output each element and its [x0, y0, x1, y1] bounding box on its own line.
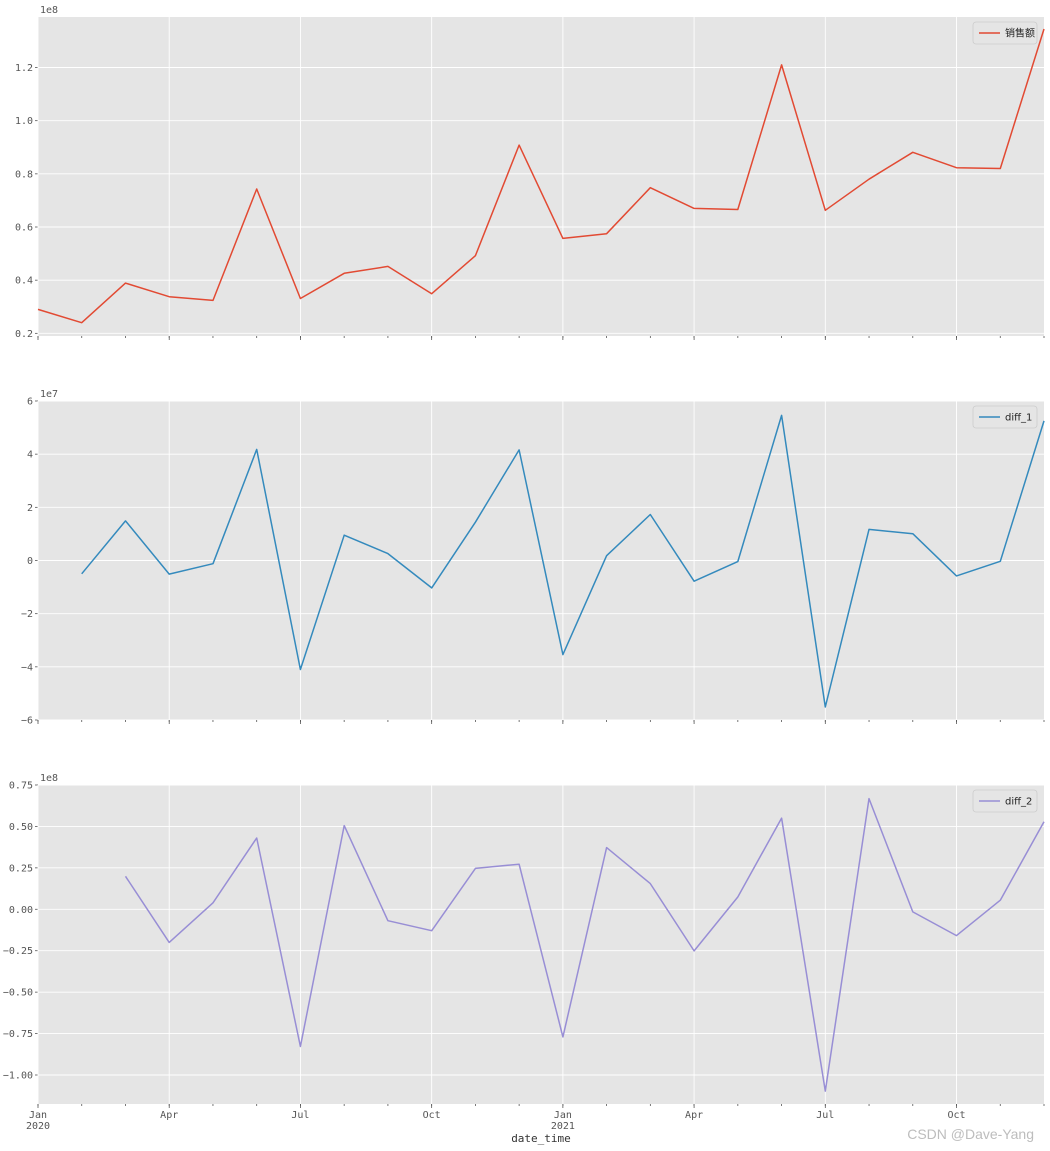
y-tick-label: 0.25 [9, 863, 33, 874]
chart-panel-1: 0.2 0.4 0.6 0.8 1.0 1.2 1e8 销售额 [15, 5, 1045, 340]
x-tick-year-label: 2020 [26, 1121, 50, 1132]
x-tick-label: Jul [816, 1110, 834, 1121]
legend-label: diff_1 [1005, 413, 1032, 424]
y-tick-label: −0.50 [3, 988, 33, 999]
y-tick-label: −1.00 [3, 1071, 33, 1082]
x-tick-label: Jul [291, 1110, 309, 1121]
y-tick-label: 0.4 [15, 276, 33, 287]
y-offset-label: 1e8 [40, 5, 58, 16]
legend-box [972, 789, 1038, 813]
legend-label: diff_2 [1005, 797, 1032, 808]
legend-box [972, 21, 1038, 45]
y-tick-label: 1.2 [15, 63, 33, 74]
y-tick-label: 0.50 [9, 822, 33, 833]
y-tick-label: 1.0 [15, 116, 33, 127]
y-tick-label: 6 [27, 397, 33, 408]
x-tick-label: Oct [947, 1110, 965, 1121]
x-tick-label: Apr [685, 1110, 703, 1121]
plot-area [38, 785, 1044, 1104]
y-tick-label: 0.00 [9, 905, 33, 916]
plot-area [38, 17, 1044, 336]
y-tick-label: 0.8 [15, 169, 33, 180]
watermark-text: CSDN @Dave-Yang [907, 1126, 1034, 1142]
legend: diff_1 [972, 405, 1038, 429]
y-tick-label: −4 [21, 662, 33, 673]
series-line-diff_2 [124, 797, 1045, 1092]
x-axis-label: date_time [511, 1132, 571, 1145]
y-tick-label: −6 [21, 716, 33, 727]
legend-label: 销售额 [1005, 27, 1035, 40]
y-offset-label: 1e7 [40, 389, 58, 400]
x-tick-label: Jan [554, 1110, 572, 1121]
y-tick-label: 2 [27, 503, 33, 514]
x-tick-label: Apr [160, 1110, 178, 1121]
series-line-销售额 [37, 28, 1045, 324]
series-line-diff_1 [81, 414, 1045, 708]
x-tick-year-label: 2021 [551, 1121, 575, 1132]
y-offset-label: 1e8 [40, 773, 58, 784]
y-tick-label: 4 [27, 450, 33, 461]
y-tick-label: −0.75 [3, 1029, 33, 1040]
chart-panel-2: −6 −4 −2 0 2 4 6 1e7 diff_1 [21, 389, 1045, 727]
legend-box [972, 405, 1038, 429]
y-tick-label: 0.75 [9, 781, 33, 792]
y-tick-label: −2 [21, 609, 33, 620]
y-tick-label: 0.6 [15, 223, 33, 234]
y-tick-label: 0.2 [15, 329, 33, 340]
legend: diff_2 [972, 789, 1038, 813]
y-tick-label: 0 [27, 556, 33, 567]
legend: 销售额 [972, 21, 1038, 45]
x-tick-label: Oct [423, 1110, 441, 1121]
y-tick-label: −0.25 [3, 946, 33, 957]
x-tick-label: Jan [29, 1110, 47, 1121]
chart-panel-3: −1.00 −0.75 −0.50 −0.25 0.00 0.25 0.50 0.75 1e8 d… [3, 773, 1045, 1145]
